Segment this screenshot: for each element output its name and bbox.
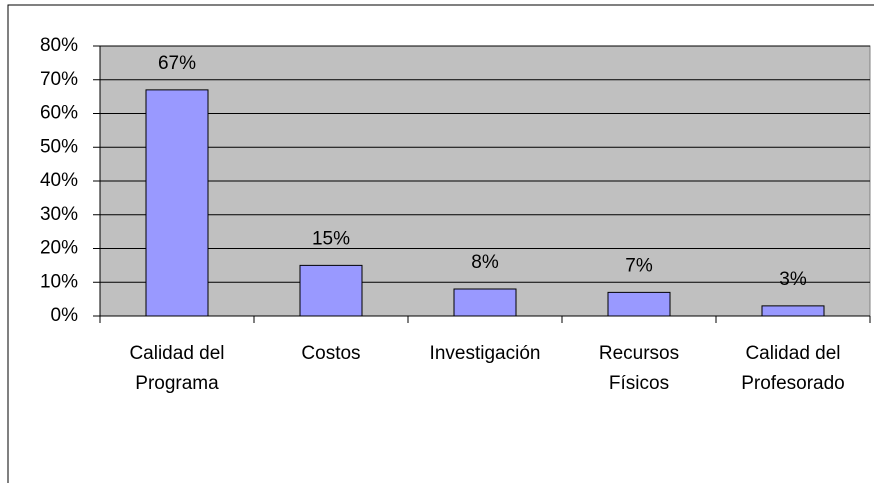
data-label: 7% [625, 255, 653, 276]
y-tick-label: 0% [51, 305, 79, 326]
data-label: 8% [471, 252, 499, 273]
y-tick-label: 70% [40, 69, 78, 90]
y-tick-label: 30% [40, 204, 78, 225]
bar [453, 288, 517, 317]
y-tick-label: 40% [40, 170, 78, 191]
data-label: 67% [158, 53, 196, 74]
x-tick-label: Calidad del Profesorado [741, 343, 845, 394]
data-label: 3% [779, 269, 807, 290]
x-tick-label: Investigación [429, 343, 541, 364]
bar [299, 264, 363, 317]
bar [607, 291, 671, 317]
y-tick-label: 20% [40, 238, 78, 259]
y-tick-label: 60% [40, 103, 78, 124]
bar [145, 89, 209, 317]
x-tick-label: Calidad del Programa [129, 343, 225, 394]
y-tick-label: 10% [40, 271, 78, 292]
x-tick-label: Recursos Físicos [598, 343, 680, 394]
y-tick-label: 80% [40, 35, 78, 56]
y-tick-label: 50% [40, 136, 78, 157]
chart-frame [7, 4, 874, 483]
data-label: 15% [312, 228, 350, 249]
bar [761, 305, 825, 317]
x-tick-label: Costos [301, 343, 361, 364]
